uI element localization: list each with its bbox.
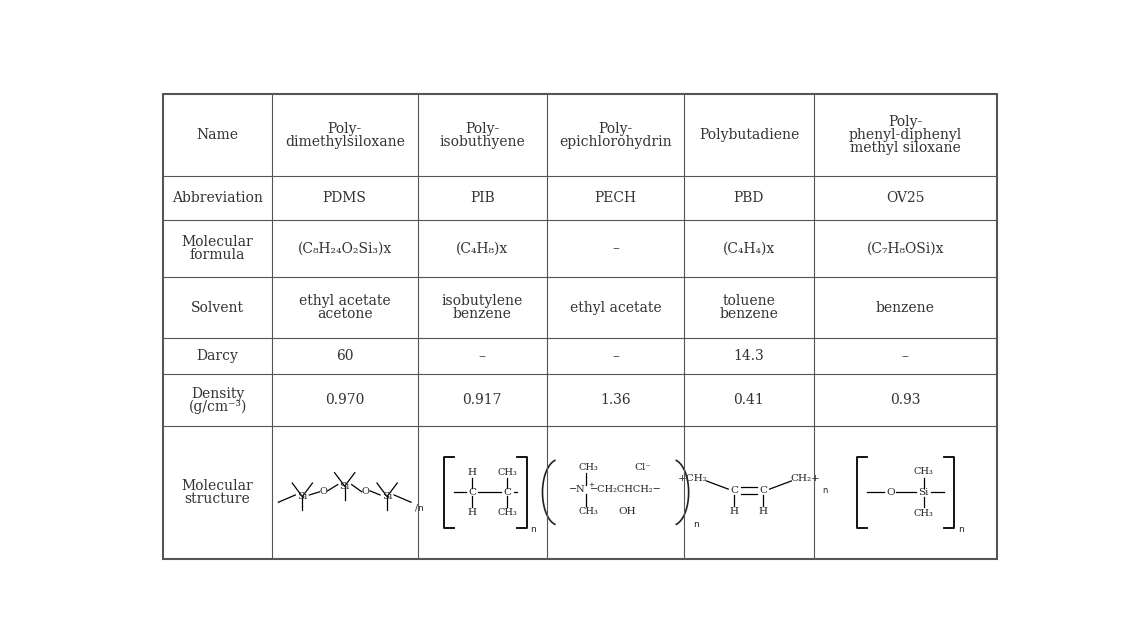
Text: +CH₂: +CH₂: [678, 474, 708, 483]
Text: methyl siloxane: methyl siloxane: [850, 141, 961, 155]
Text: 14.3: 14.3: [734, 349, 764, 363]
Text: CH₃: CH₃: [497, 508, 517, 517]
Text: Name: Name: [197, 128, 239, 143]
Text: (C₈H₂₄O₂Si₃)x: (C₈H₂₄O₂Si₃)x: [298, 241, 392, 256]
Text: O: O: [319, 487, 327, 496]
Text: PBD: PBD: [734, 191, 764, 205]
Text: CH₃: CH₃: [578, 507, 599, 516]
Text: phenyl-diphenyl: phenyl-diphenyl: [849, 128, 962, 143]
Text: acetone: acetone: [317, 307, 372, 321]
Text: (C₇H₈OSi)x: (C₇H₈OSi)x: [866, 241, 944, 256]
Text: Poly-: Poly-: [327, 122, 362, 136]
Text: Si: Si: [918, 488, 928, 497]
Text: O: O: [886, 488, 894, 497]
Text: 60: 60: [336, 349, 353, 363]
Text: Cl⁻: Cl⁻: [634, 463, 651, 472]
Text: –: –: [479, 349, 486, 363]
Text: +: +: [588, 482, 594, 488]
Text: H: H: [730, 507, 739, 516]
Text: –: –: [612, 241, 619, 256]
Text: 1.36: 1.36: [600, 393, 631, 407]
Text: PDMS: PDMS: [323, 191, 367, 205]
Text: structure: structure: [185, 492, 250, 506]
Text: C: C: [469, 488, 477, 497]
Text: Abbreviation: Abbreviation: [172, 191, 263, 205]
Text: (C₄H₈)x: (C₄H₈)x: [456, 241, 508, 256]
Text: Si: Si: [297, 492, 308, 501]
Text: C: C: [504, 488, 512, 497]
Text: n: n: [822, 486, 827, 495]
Text: n: n: [959, 525, 964, 534]
Text: 0.970: 0.970: [325, 393, 365, 407]
Text: Si: Si: [340, 482, 350, 490]
Text: Molecular: Molecular: [182, 479, 254, 493]
Text: –: –: [902, 349, 909, 363]
Text: epichlorohydrin: epichlorohydrin: [559, 135, 672, 149]
Text: formula: formula: [190, 248, 246, 262]
Text: (g/cm⁻³): (g/cm⁻³): [188, 399, 247, 413]
Text: Density: Density: [191, 386, 245, 401]
Text: C: C: [760, 486, 767, 495]
Text: −CH₂CHCH₂−: −CH₂CHCH₂−: [590, 485, 662, 494]
Text: OV25: OV25: [886, 191, 925, 205]
Text: Si: Si: [381, 492, 393, 501]
Text: OH: OH: [619, 507, 636, 516]
Text: n: n: [693, 520, 698, 529]
Text: Poly-: Poly-: [599, 122, 633, 136]
Text: CH₃: CH₃: [578, 463, 599, 472]
Text: ethyl acetate: ethyl acetate: [299, 294, 391, 308]
Text: n: n: [531, 525, 537, 534]
Text: dimethylsiloxane: dimethylsiloxane: [285, 135, 404, 149]
Text: PECH: PECH: [594, 191, 636, 205]
Text: Darcy: Darcy: [197, 349, 239, 363]
Text: Molecular: Molecular: [182, 235, 254, 249]
Text: benzene: benzene: [720, 307, 779, 321]
Text: CH₃: CH₃: [497, 468, 517, 477]
Text: benzene: benzene: [876, 300, 935, 315]
Text: Solvent: Solvent: [191, 300, 245, 315]
Text: –: –: [612, 349, 619, 363]
Text: 0.917: 0.917: [463, 393, 501, 407]
Text: ethyl acetate: ethyl acetate: [569, 300, 661, 315]
Text: H: H: [758, 507, 767, 516]
Text: (C₄H₄)x: (C₄H₄)x: [723, 241, 775, 256]
Text: toluene: toluene: [722, 294, 775, 308]
Text: O: O: [362, 487, 370, 496]
Text: /n: /n: [414, 504, 423, 513]
Text: isobuthyene: isobuthyene: [439, 135, 525, 149]
Text: benzene: benzene: [453, 307, 512, 321]
Text: 0.93: 0.93: [890, 393, 920, 407]
Text: CH₂+: CH₂+: [790, 474, 820, 483]
Text: CH₃: CH₃: [914, 467, 934, 476]
Text: H: H: [468, 468, 477, 477]
Text: isobutylene: isobutylene: [441, 294, 523, 308]
Text: C: C: [730, 486, 738, 495]
Text: −N: −N: [569, 485, 585, 494]
Text: Poly-: Poly-: [889, 116, 923, 130]
Text: 0.41: 0.41: [734, 393, 764, 407]
Text: Polybutadiene: Polybutadiene: [698, 128, 799, 143]
Text: CH₃: CH₃: [914, 508, 934, 517]
Text: Poly-: Poly-: [465, 122, 499, 136]
Text: PIB: PIB: [470, 191, 495, 205]
Text: H: H: [468, 508, 477, 517]
